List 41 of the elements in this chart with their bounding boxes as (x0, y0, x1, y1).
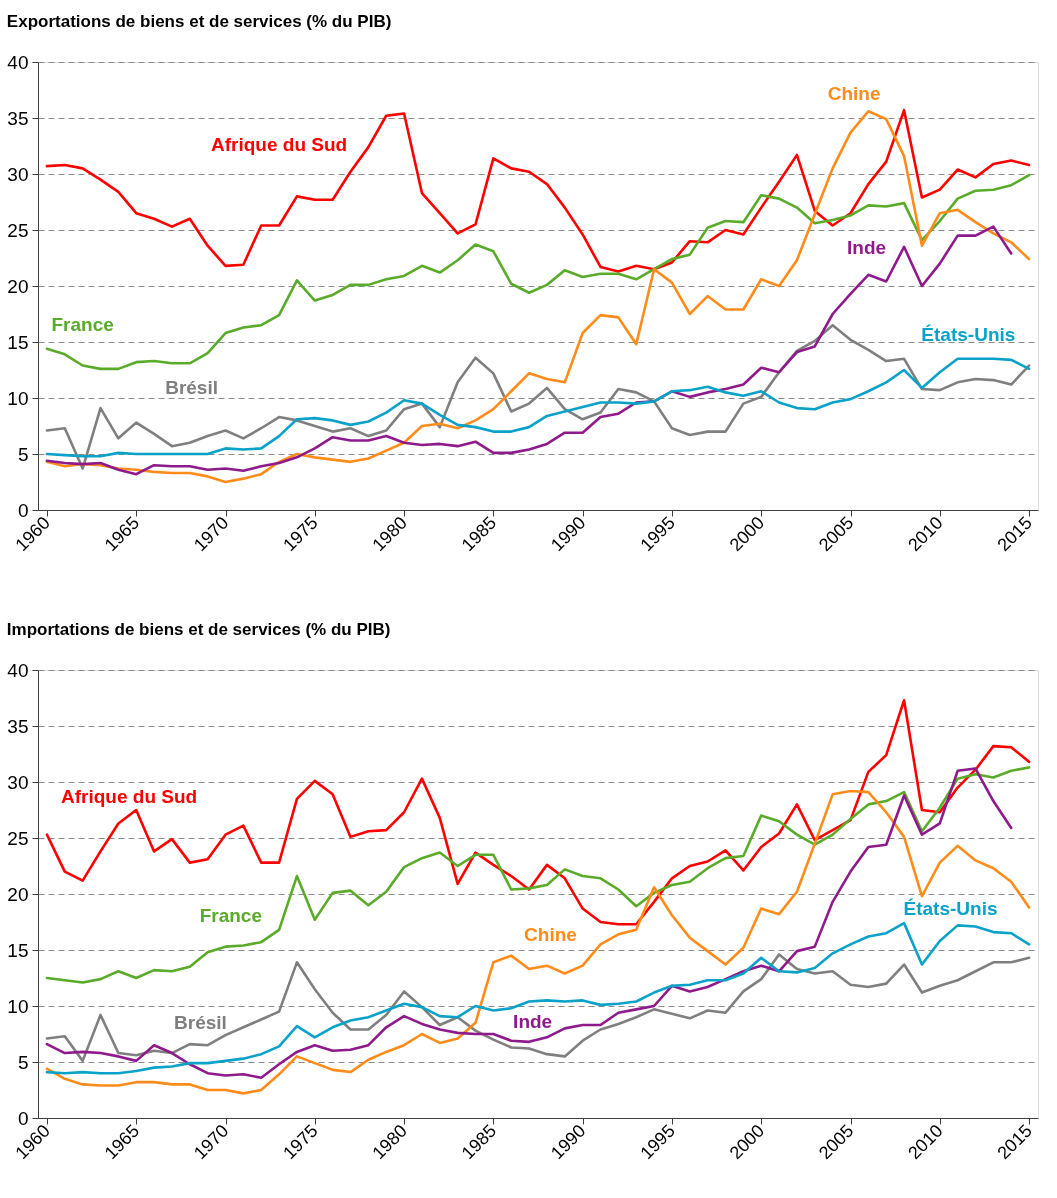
line-series (45, 108, 1031, 273)
y-tick-label: 5 (17, 443, 29, 465)
y-tick-label: 30 (7, 771, 29, 793)
y-tick-label: 20 (7, 275, 29, 297)
series-label: États-Unis (921, 324, 1016, 346)
series-label: Inde (847, 236, 887, 258)
series-label: Brésil (174, 1011, 227, 1033)
chart-title: Exportations de biens et de services (% du PIB) (6, 12, 392, 31)
y-tick-label: 30 (7, 163, 29, 185)
line-series (45, 953, 1031, 1063)
series-label: Afrique du Sud (60, 785, 198, 807)
series-label: Chine (827, 83, 881, 105)
y-tick-label: 0 (17, 1107, 29, 1129)
series-label: Inde (513, 1010, 553, 1032)
y-tick-label: 40 (7, 659, 29, 681)
series-label: France (51, 314, 114, 336)
y-tick-label: 35 (7, 715, 29, 737)
y-tick-label: 0 (17, 499, 29, 521)
y-tick-label: 10 (7, 995, 29, 1017)
line-series (45, 766, 1031, 984)
line-series (45, 921, 1031, 1075)
y-tick-label: 40 (7, 51, 29, 73)
line-series (45, 109, 1031, 484)
y-tick-label: 5 (17, 1051, 29, 1073)
y-tick-label: 35 (7, 107, 29, 129)
y-tick-label: 20 (7, 883, 29, 905)
y-tick-label: 15 (7, 939, 29, 961)
chart-title: Importations de biens et de services (% du PIB) (6, 620, 391, 639)
series-label: France (199, 905, 263, 927)
series-label: Brésil (165, 376, 218, 398)
y-tick-label: 15 (7, 331, 29, 353)
y-tick-label: 25 (7, 219, 29, 241)
y-tick-label: 25 (7, 827, 29, 849)
series-label: Afrique du Sud (210, 133, 348, 155)
y-tick-label: 10 (7, 387, 29, 409)
line-series (45, 357, 1031, 458)
series-label: États-Unis (903, 897, 998, 919)
series-label: Chine (524, 924, 577, 946)
line-series (45, 225, 1013, 476)
line-series (45, 698, 1031, 926)
line-series (45, 173, 1031, 371)
